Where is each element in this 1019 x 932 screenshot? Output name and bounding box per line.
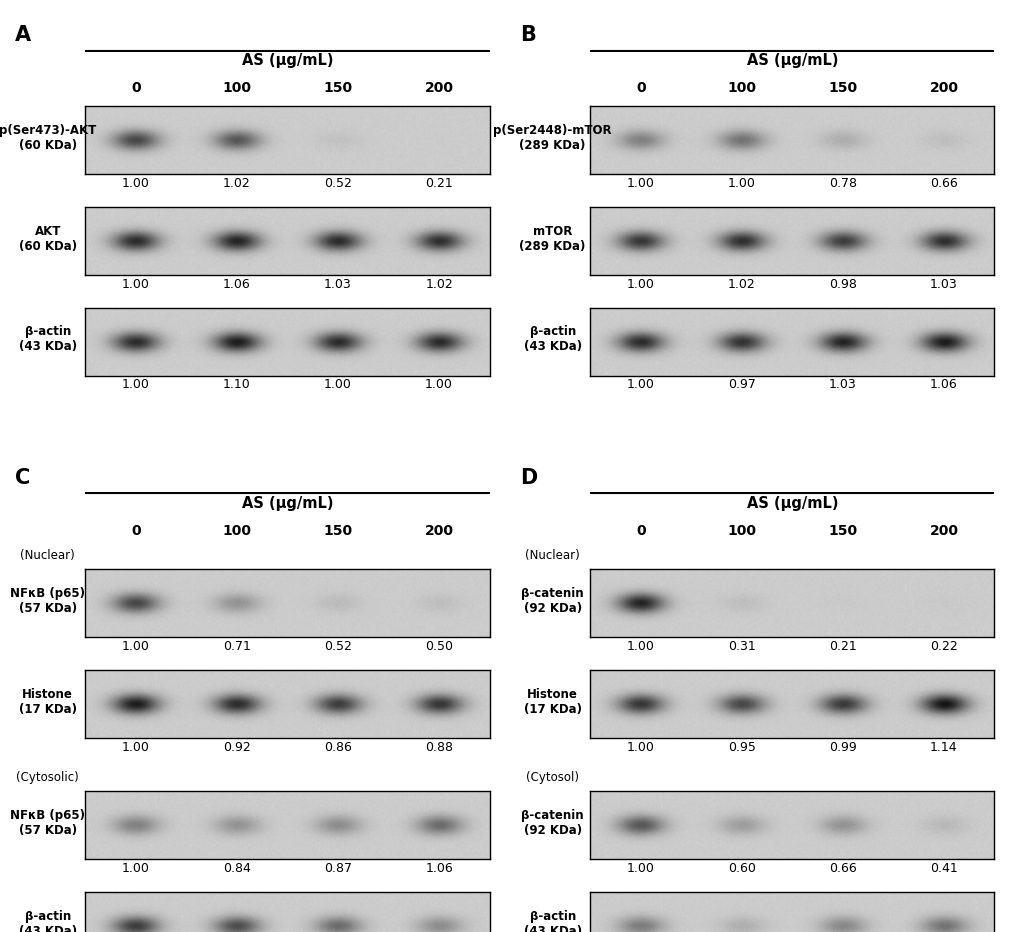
Text: 150: 150 xyxy=(323,81,353,95)
Text: 0.31: 0.31 xyxy=(728,640,755,653)
Text: NFκB (p65)
(57 KDa): NFκB (p65) (57 KDa) xyxy=(10,587,86,615)
Text: 1.02: 1.02 xyxy=(728,278,755,291)
Text: 0.88: 0.88 xyxy=(425,741,452,754)
Text: AKT
(60 KDa): AKT (60 KDa) xyxy=(18,225,76,253)
Text: (Nuclear): (Nuclear) xyxy=(20,549,75,562)
Text: 1.00: 1.00 xyxy=(122,741,150,754)
Text: 0.50: 0.50 xyxy=(425,640,452,653)
Text: β-catenin
(92 KDa): β-catenin (92 KDa) xyxy=(521,587,584,615)
Text: 0.22: 0.22 xyxy=(929,640,957,653)
Text: β-catenin
(92 KDa): β-catenin (92 KDa) xyxy=(521,809,584,837)
Text: (Cytosolic): (Cytosolic) xyxy=(16,771,79,784)
Text: 1.02: 1.02 xyxy=(425,278,452,291)
Text: 1.00: 1.00 xyxy=(122,378,150,391)
Text: p(Ser473)-AKT
(60 KDa): p(Ser473)-AKT (60 KDa) xyxy=(0,124,96,152)
Text: 200: 200 xyxy=(928,524,958,538)
Text: 1.00: 1.00 xyxy=(425,378,452,391)
Text: β-actin
(43 KDa): β-actin (43 KDa) xyxy=(18,910,76,932)
Text: 1.03: 1.03 xyxy=(324,278,352,291)
Text: 1.00: 1.00 xyxy=(627,177,654,190)
Text: 0.21: 0.21 xyxy=(425,177,452,190)
Text: 1.06: 1.06 xyxy=(929,378,957,391)
Text: 0.97: 0.97 xyxy=(728,378,755,391)
Text: 100: 100 xyxy=(727,524,755,538)
Text: 0.66: 0.66 xyxy=(828,862,856,875)
Text: 1.00: 1.00 xyxy=(122,177,150,190)
Text: 1.00: 1.00 xyxy=(122,640,150,653)
Text: 200: 200 xyxy=(928,81,958,95)
Text: AS (μg/mL): AS (μg/mL) xyxy=(746,53,838,68)
Text: 150: 150 xyxy=(827,81,857,95)
Text: 1.03: 1.03 xyxy=(828,378,856,391)
Text: B: B xyxy=(520,25,536,45)
Text: 0.66: 0.66 xyxy=(929,177,957,190)
Text: Histone
(17 KDa): Histone (17 KDa) xyxy=(523,688,581,716)
Text: 0.84: 0.84 xyxy=(223,862,251,875)
Text: β-actin
(43 KDa): β-actin (43 KDa) xyxy=(18,325,76,353)
Text: NFκB (p65)
(57 KDa): NFκB (p65) (57 KDa) xyxy=(10,809,86,837)
Text: 100: 100 xyxy=(222,81,251,95)
Text: 1.02: 1.02 xyxy=(223,177,251,190)
Text: 1.10: 1.10 xyxy=(223,378,251,391)
Text: 1.00: 1.00 xyxy=(122,862,150,875)
Text: (Nuclear): (Nuclear) xyxy=(525,549,580,562)
Text: 1.00: 1.00 xyxy=(627,862,654,875)
Text: 1.00: 1.00 xyxy=(324,378,352,391)
Text: 0: 0 xyxy=(635,81,645,95)
Text: 0.98: 0.98 xyxy=(828,278,856,291)
Text: 1.03: 1.03 xyxy=(929,278,957,291)
Text: 1.00: 1.00 xyxy=(728,177,755,190)
Text: 0: 0 xyxy=(635,524,645,538)
Text: C: C xyxy=(15,468,31,487)
Text: 200: 200 xyxy=(424,524,453,538)
Text: AS (μg/mL): AS (μg/mL) xyxy=(242,53,333,68)
Text: Histone
(17 KDa): Histone (17 KDa) xyxy=(18,688,76,716)
Text: 150: 150 xyxy=(323,524,353,538)
Text: 100: 100 xyxy=(727,81,755,95)
Text: 0.21: 0.21 xyxy=(828,640,856,653)
Text: 0.71: 0.71 xyxy=(223,640,251,653)
Text: A: A xyxy=(15,25,32,45)
Text: 1.06: 1.06 xyxy=(425,862,452,875)
Text: β-actin
(43 KDa): β-actin (43 KDa) xyxy=(523,910,581,932)
Text: 0.87: 0.87 xyxy=(324,862,352,875)
Text: 0: 0 xyxy=(130,524,141,538)
Text: 0.95: 0.95 xyxy=(728,741,755,754)
Text: AS (μg/mL): AS (μg/mL) xyxy=(746,496,838,511)
Text: 0.60: 0.60 xyxy=(728,862,755,875)
Text: 1.00: 1.00 xyxy=(627,640,654,653)
Text: AS (μg/mL): AS (μg/mL) xyxy=(242,496,333,511)
Text: 0.78: 0.78 xyxy=(828,177,856,190)
Text: 0.99: 0.99 xyxy=(828,741,856,754)
Text: 0.52: 0.52 xyxy=(324,177,352,190)
Text: 200: 200 xyxy=(424,81,453,95)
Text: 100: 100 xyxy=(222,524,251,538)
Text: 1.00: 1.00 xyxy=(627,741,654,754)
Text: D: D xyxy=(520,468,537,487)
Text: 0.92: 0.92 xyxy=(223,741,251,754)
Text: 0: 0 xyxy=(130,81,141,95)
Text: (Cytosol): (Cytosol) xyxy=(526,771,579,784)
Text: mTOR
(289 KDa): mTOR (289 KDa) xyxy=(519,225,585,253)
Text: 0.41: 0.41 xyxy=(929,862,957,875)
Text: 0.86: 0.86 xyxy=(324,741,352,754)
Text: 0.52: 0.52 xyxy=(324,640,352,653)
Text: 1.00: 1.00 xyxy=(122,278,150,291)
Text: 1.00: 1.00 xyxy=(627,278,654,291)
Text: β-actin
(43 KDa): β-actin (43 KDa) xyxy=(523,325,581,353)
Text: 1.00: 1.00 xyxy=(627,378,654,391)
Text: 1.06: 1.06 xyxy=(223,278,251,291)
Text: p(Ser2448)-mTOR
(289 KDa): p(Ser2448)-mTOR (289 KDa) xyxy=(493,124,611,152)
Text: 1.14: 1.14 xyxy=(929,741,957,754)
Text: 150: 150 xyxy=(827,524,857,538)
